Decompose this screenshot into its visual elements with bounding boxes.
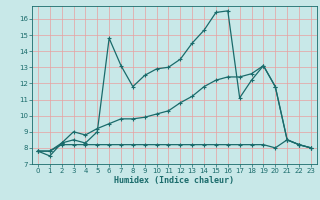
X-axis label: Humidex (Indice chaleur): Humidex (Indice chaleur) — [115, 176, 234, 185]
